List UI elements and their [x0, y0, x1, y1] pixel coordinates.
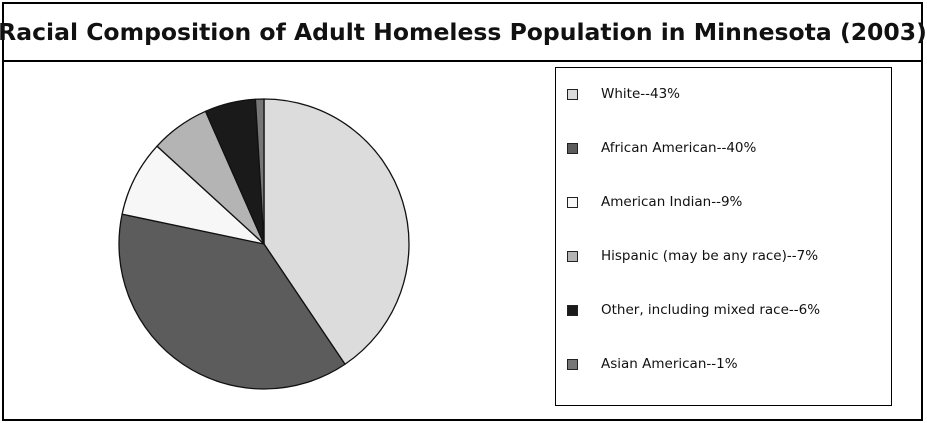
- legend-label-other: Other, including mixed race--6%: [601, 302, 821, 318]
- legend-item-other: Other, including mixed race--6%: [567, 300, 820, 320]
- chart-title: Racial Composition of Adult Homeless Pop…: [0, 18, 927, 46]
- legend-swatch-hispanic: [567, 250, 578, 262]
- legend-swatch-white: [567, 88, 578, 100]
- legend-swatch-other: [567, 304, 578, 316]
- legend-swatch-african-american: [567, 142, 578, 154]
- legend-label-hispanic: Hispanic (may be any race)--7%: [601, 248, 819, 264]
- pie-slice-white: [263, 98, 410, 365]
- legend: White--43% African American--40% America…: [555, 67, 892, 406]
- pie-chart: [118, 98, 410, 390]
- legend-item-american-indian: American Indian--9%: [567, 192, 742, 212]
- legend-swatch-asian-american: [567, 358, 578, 370]
- legend-label-white: White--43%: [601, 86, 681, 102]
- legend-label-african-american: African American--40%: [601, 140, 757, 156]
- pie-slice-african-american: [118, 213, 346, 390]
- legend-item-white: White--43%: [567, 84, 680, 104]
- legend-item-african-american: African American--40%: [567, 138, 756, 158]
- pie-slice-asian-american: [254, 98, 265, 245]
- title-bar: Racial Composition of Adult Homeless Pop…: [0, 4, 927, 62]
- legend-swatch-american-indian: [567, 196, 578, 208]
- legend-label-american-indian: American Indian--9%: [601, 194, 743, 210]
- legend-item-asian-american: Asian American--1%: [567, 354, 738, 374]
- legend-label-asian-american: Asian American--1%: [601, 356, 738, 372]
- legend-item-hispanic: Hispanic (may be any race)--7%: [567, 246, 818, 266]
